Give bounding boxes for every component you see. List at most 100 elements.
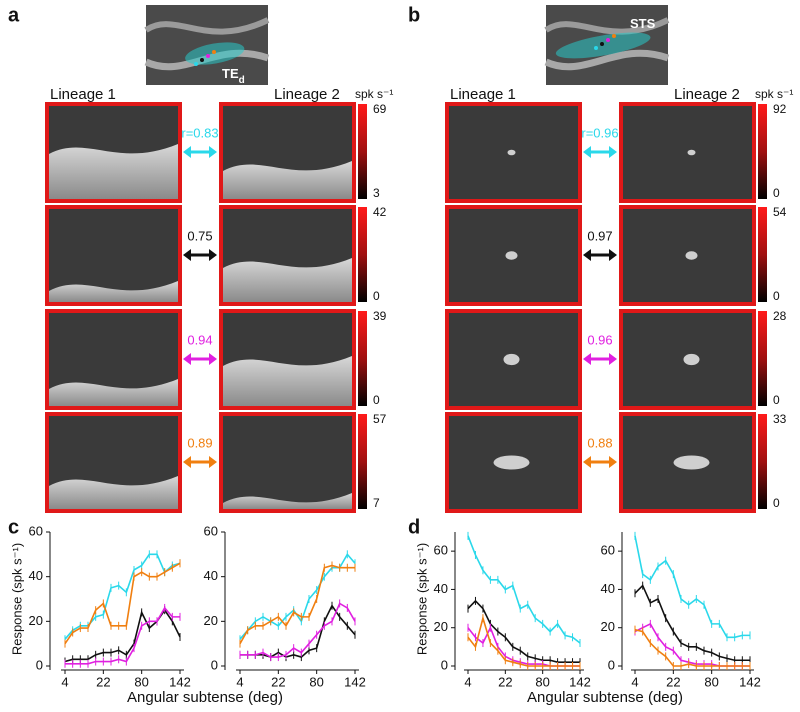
y-tick-label: 20	[204, 613, 218, 628]
object-shape	[687, 149, 696, 156]
recording-site	[200, 58, 204, 62]
y-tick-label: 60	[29, 523, 43, 538]
series-line	[65, 606, 180, 665]
arrowhead	[583, 249, 617, 261]
colorbar	[358, 104, 367, 199]
x-tick-label: 80	[535, 674, 549, 689]
colorbar	[358, 311, 367, 406]
series-line	[467, 535, 581, 644]
arrowhead	[183, 456, 217, 468]
brain-fold	[544, 17, 670, 35]
surface-shape	[223, 258, 352, 302]
recording-site	[612, 34, 616, 38]
arrowhead	[183, 146, 217, 158]
surface-shape	[223, 356, 352, 406]
y-tick-label: 0	[608, 657, 615, 672]
surface-shape	[49, 281, 178, 302]
arrowhead	[583, 456, 617, 468]
y-tick-label: 0	[441, 657, 448, 672]
x-tick-label: 4	[631, 674, 638, 689]
recording-site	[600, 42, 604, 46]
arrowhead	[183, 249, 217, 261]
y-tick-label: 60	[601, 543, 615, 558]
x-tick-label: 80	[704, 674, 718, 689]
x-tick-label: 22	[96, 674, 110, 689]
recording-site	[212, 50, 216, 54]
colorbar-min: 3	[373, 186, 380, 200]
surface-shape	[49, 144, 178, 199]
colorbar-min: 0	[773, 496, 780, 510]
recording-site	[206, 54, 210, 58]
colorbar-min: 0	[773, 289, 780, 303]
y-axis-label: Response (spk s⁻¹)	[9, 543, 24, 655]
panel-label: b	[408, 4, 420, 26]
correlation-label: 0.75	[187, 228, 212, 243]
series-line	[467, 615, 580, 667]
region-name: STS	[630, 16, 656, 31]
series-line	[634, 628, 750, 667]
series-line	[64, 608, 181, 663]
correlation-label: 0.97	[587, 228, 612, 243]
x-tick-label: 80	[134, 674, 148, 689]
object-shape	[503, 353, 520, 366]
y-tick-label: 40	[204, 568, 218, 583]
y-tick-label: 0	[36, 657, 43, 672]
stimulus-image	[619, 102, 756, 203]
series-line	[64, 553, 181, 640]
lineage-label: Lineage 1	[450, 86, 516, 103]
colorbar-min: 0	[373, 289, 380, 303]
y-tick-label: 20	[601, 619, 615, 634]
colorbar	[358, 414, 367, 509]
colorbar	[758, 414, 767, 509]
panel-label: d	[408, 516, 420, 538]
series-line	[239, 552, 356, 640]
series-line	[240, 604, 356, 658]
colorbar-max: 69	[373, 102, 387, 116]
correlation-label: r=0.83	[181, 125, 218, 140]
region-name: TE	[222, 66, 239, 81]
x-tick-label: 142	[739, 674, 761, 689]
arrowhead	[583, 146, 617, 158]
colorbar	[758, 104, 767, 199]
correlation-label: 0.94	[187, 332, 212, 347]
region-label: TEd	[222, 66, 245, 85]
series-line	[239, 564, 355, 645]
panel-label: a	[8, 4, 20, 26]
x-axis-label: Angular subtense (deg)	[127, 689, 283, 706]
x-tick-label: 4	[236, 674, 243, 689]
y-tick-label: 40	[434, 581, 448, 596]
unit-label: spk s⁻¹	[355, 87, 393, 101]
x-tick-label: 22	[666, 674, 680, 689]
y-tick-label: 20	[434, 619, 448, 634]
lineage-label: Lineage 2	[674, 86, 740, 103]
series-line	[64, 562, 181, 645]
x-tick-label: 80	[309, 674, 323, 689]
x-tick-label: 142	[569, 674, 591, 689]
colorbar-min: 0	[773, 186, 780, 200]
object-shape	[683, 353, 700, 366]
colorbar-max: 57	[373, 412, 387, 426]
surface-shape	[49, 379, 178, 406]
lineage-label: Lineage 1	[50, 86, 116, 103]
stimulus-image	[219, 412, 356, 513]
recording-site	[594, 46, 598, 50]
series-line	[240, 602, 356, 658]
colorbar-max: 92	[773, 102, 787, 116]
y-axis-label: Response (spk s⁻¹)	[414, 543, 429, 655]
correlation-label: 0.96	[587, 332, 612, 347]
x-tick-label: 142	[169, 674, 191, 689]
y-tick-label: 20	[29, 613, 43, 628]
x-axis-label: Angular subtense (deg)	[527, 689, 683, 706]
colorbar-max: 39	[373, 309, 387, 323]
object-shape	[685, 251, 698, 260]
unit-label: spk s⁻¹	[755, 87, 793, 101]
region-subscript: d	[239, 75, 245, 86]
region-label: STS	[630, 16, 656, 31]
x-tick-label: 22	[271, 674, 285, 689]
brain-fold	[144, 17, 270, 35]
correlation-label: 0.89	[187, 435, 212, 450]
lineage-label: Lineage 2	[274, 86, 340, 103]
x-tick-label: 142	[344, 674, 366, 689]
